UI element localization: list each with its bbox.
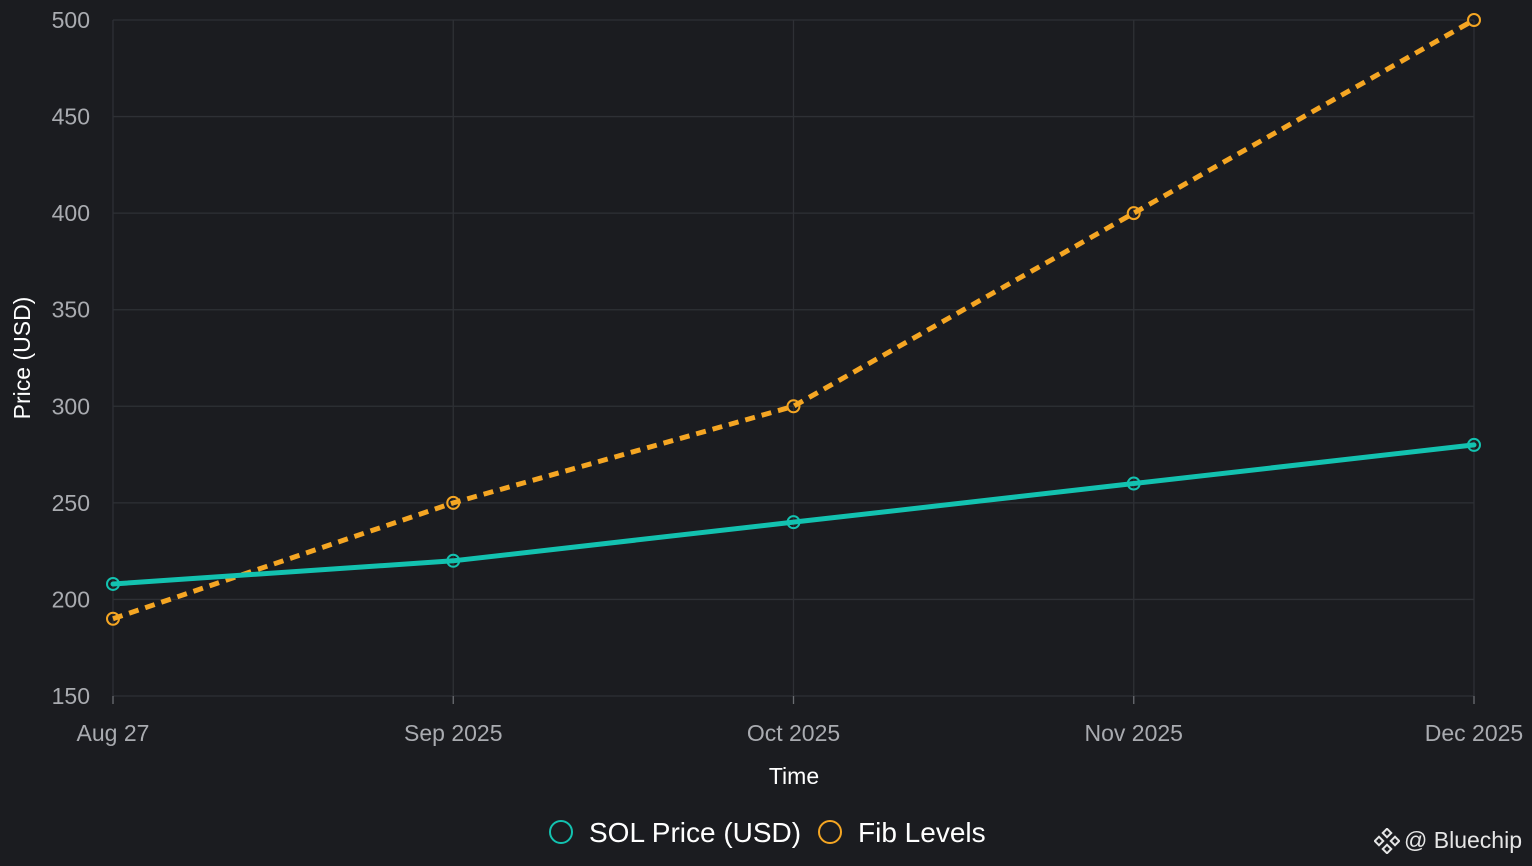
series-line-0	[110, 442, 1477, 587]
y-tick-label: 200	[52, 586, 90, 612]
x-tick-label: Sep 2025	[404, 720, 502, 746]
y-axis-ticks: 150 200 250 300 350 400 450 500	[52, 7, 90, 709]
x-axis-title: Time	[769, 763, 819, 789]
x-tick-label: Aug 27	[77, 720, 150, 746]
data-point[interactable]	[1467, 437, 1481, 452]
legend-label: SOL Price (USD)	[589, 817, 801, 848]
legend-item[interactable]: Fib Levels	[818, 817, 986, 848]
x-tick-label: Nov 2025	[1085, 720, 1183, 746]
x-tick-label: Dec 2025	[1425, 720, 1523, 746]
x-tick-label: Oct 2025	[747, 720, 840, 746]
legend-marker	[549, 820, 573, 844]
legend-item[interactable]: SOL Price (USD)	[549, 817, 801, 848]
legend-label: Fib Levels	[858, 817, 986, 848]
data-point[interactable]	[786, 515, 801, 530]
data-point[interactable]	[786, 399, 801, 414]
data-point[interactable]	[1126, 476, 1141, 491]
data-point[interactable]	[106, 611, 120, 626]
series-layer	[106, 13, 1481, 626]
binance-diamond-icon	[1374, 827, 1401, 854]
y-tick-label: 400	[52, 200, 90, 226]
grid	[112, 19, 1475, 697]
y-tick-label: 350	[52, 297, 90, 323]
data-point[interactable]	[106, 576, 120, 591]
legend-marker	[818, 820, 842, 844]
y-axis-title: Price (USD)	[9, 297, 35, 420]
legend[interactable]: SOL Price (USD) Fib Levels	[549, 817, 986, 848]
data-point[interactable]	[446, 553, 461, 568]
data-point[interactable]	[446, 495, 461, 510]
y-tick-label: 450	[52, 104, 90, 130]
y-tick-label: 250	[52, 490, 90, 516]
y-tick-label: 500	[52, 7, 90, 33]
data-point[interactable]	[1467, 13, 1481, 27]
x-axis-ticks: Aug 27 Sep 2025 Oct 2025 Nov 2025 Dec 2025	[77, 696, 1523, 746]
data-point[interactable]	[1126, 206, 1141, 221]
watermark-text: @ Bluechip	[1404, 827, 1522, 853]
watermark: @ Bluechip	[1374, 827, 1522, 854]
y-tick-label: 300	[52, 393, 90, 419]
y-tick-label: 150	[52, 683, 90, 709]
series-line-1	[112, 17, 1476, 622]
